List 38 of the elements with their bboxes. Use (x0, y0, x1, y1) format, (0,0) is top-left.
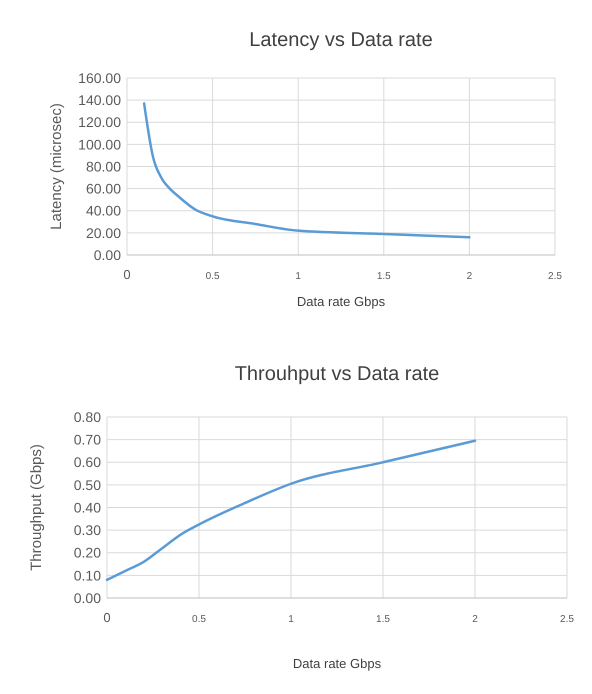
x-tick-label: 0 (123, 267, 131, 282)
x-tick-label: 1 (288, 614, 294, 625)
x-tick-label: 2.5 (548, 271, 562, 282)
y-tick-label: 0.70 (74, 432, 102, 448)
x-tick-label: 2.5 (560, 614, 574, 625)
x-axis-title: Data rate Gbps (292, 656, 382, 671)
chart-title: Throuhput vs Data rate (234, 363, 440, 385)
x-tick-label: 2 (472, 614, 478, 625)
x-tick-label: 0 (103, 610, 111, 625)
y-axis-title: Latency (microsec) (48, 103, 65, 230)
y-tick-label: 40.00 (86, 202, 122, 219)
y-tick-label: 120.00 (78, 114, 122, 130)
x-tick-label: 1.5 (376, 614, 390, 625)
y-tick-label: 100.00 (78, 136, 122, 152)
x-tick-label: 1.5 (376, 271, 392, 282)
y-tick-label: 160.00 (78, 70, 122, 86)
x-axis-title: Data rate Gbps (296, 294, 386, 309)
y-tick-label: 80.00 (86, 158, 122, 174)
x-tick-label: 2 (466, 271, 473, 282)
y-tick-label: 0.10 (74, 567, 102, 584)
x-tick-label: 0.5 (192, 614, 206, 625)
y-tick-label: 60.00 (86, 180, 122, 197)
chart-title: Latency vs Data rate (249, 29, 433, 51)
x-tick-label: 0.5 (206, 271, 220, 282)
line-series (106, 440, 476, 582)
y-tick-label: 0.50 (74, 476, 102, 493)
x-tick-label: 1 (295, 271, 302, 282)
y-tick-label: 0.00 (74, 590, 102, 606)
y-tick-label: 0.60 (74, 454, 102, 470)
y-axis-title: Throughput (Gbps) (28, 444, 45, 571)
y-tick-label: 20.00 (86, 224, 122, 241)
line-series (142, 102, 471, 239)
y-tick-label: 0.40 (74, 499, 102, 516)
y-tick-label: 0.20 (74, 544, 102, 561)
y-tick-label: 0.30 (74, 522, 102, 538)
y-tick-label: 0.00 (94, 246, 122, 263)
y-tick-label: 140.00 (78, 92, 122, 108)
y-tick-label: 0.80 (74, 408, 102, 425)
